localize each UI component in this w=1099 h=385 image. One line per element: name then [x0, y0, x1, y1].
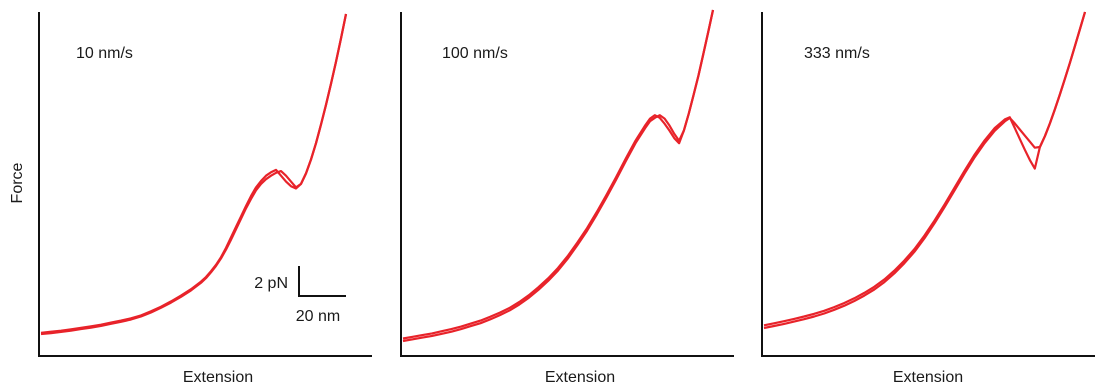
panel-100nms: 100 nm/s Extension [400, 9, 734, 385]
scale-bar-extension-label: 20 nm [296, 308, 340, 325]
y-axis-label: Force [9, 162, 26, 203]
scale-bar-force-label: 2 pN [254, 275, 288, 292]
panel-3-traces [763, 11, 1087, 330]
panel-2-traces [402, 9, 715, 343]
trace-line-2-2 [402, 9, 715, 340]
panel-1-x-label: Extension [183, 369, 253, 385]
panel-3-title: 333 nm/s [804, 45, 870, 62]
panel-1-traces [40, 13, 348, 336]
panel-2-title: 100 nm/s [442, 45, 508, 62]
panel-1-title: 10 nm/s [76, 45, 133, 62]
trace-line-1-2 [40, 13, 348, 334]
panel-2-x-label: Extension [545, 369, 615, 385]
scale-bar-lines [298, 266, 346, 297]
scale-bar: 2 pN 20 nm [254, 266, 346, 325]
panel-333nms: 333 nm/s Extension [761, 11, 1095, 385]
trace-line-3-2 [763, 11, 1087, 327]
panel-10nms: 10 nm/s Extension 2 pN 20 nm [38, 12, 372, 385]
panel-3-x-label: Extension [893, 369, 963, 385]
